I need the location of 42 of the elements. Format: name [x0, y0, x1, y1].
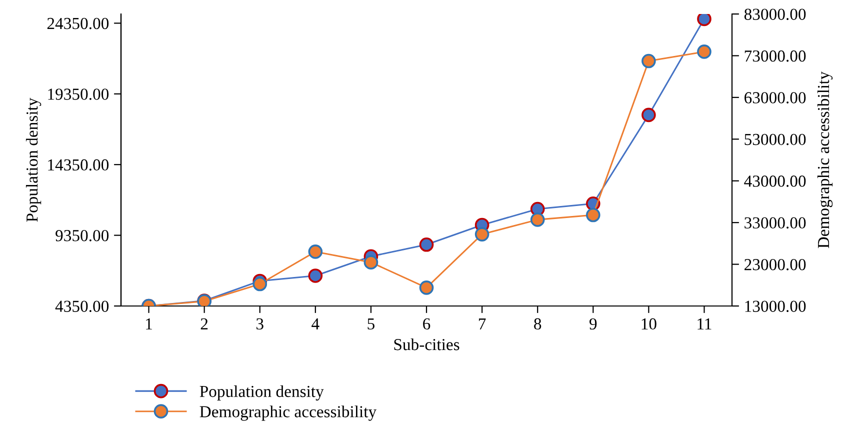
- y2-tick-label: 83000.00: [744, 8, 806, 20]
- x-tick-label: 4: [312, 318, 320, 330]
- legend-label: Demographic accessibility: [200, 406, 377, 421]
- point: [474, 227, 490, 242]
- y-axis-title: Population density: [26, 98, 42, 222]
- point: [308, 268, 323, 283]
- point: [252, 276, 268, 292]
- y2-tick-label: 53000.00: [744, 134, 806, 146]
- point: [642, 54, 656, 68]
- point: [530, 212, 545, 227]
- point: [419, 280, 434, 295]
- y2-tick-label: 13000.00: [745, 300, 806, 312]
- x-tick-label: 3: [256, 318, 264, 330]
- x-axis-title: Sub-cities: [394, 338, 460, 350]
- x-tick-label: 11: [698, 318, 712, 330]
- y2-tick-label: 73000.00: [744, 50, 806, 62]
- point: [364, 255, 378, 270]
- y2-tick-label: 33000.00: [744, 217, 806, 229]
- point: [419, 237, 434, 252]
- x-tick-label: 5: [368, 318, 374, 330]
- point: [642, 108, 656, 122]
- x-tick-label: 7: [478, 318, 486, 330]
- y-tick-label: 4350.00: [55, 300, 109, 312]
- y2-tick-label: 63000.00: [744, 92, 806, 104]
- y-tick-label: 9350.00: [56, 230, 109, 242]
- point: [586, 208, 600, 222]
- x-tick-label: 8: [534, 318, 542, 330]
- point: [697, 44, 712, 59]
- y-tick-label: 14350.00: [48, 159, 109, 171]
- x-tick-label: 10: [642, 318, 656, 330]
- legend-label: Population density: [200, 385, 324, 401]
- y-tick-label: 24350.00: [47, 18, 109, 30]
- x-tick-label: 6: [423, 318, 430, 330]
- point: [308, 244, 323, 259]
- x-tick-label: 9: [590, 318, 597, 330]
- point: [697, 14, 712, 26]
- x-tick-label: 2: [200, 318, 208, 330]
- y2-axis-title: Demographic accessibility: [817, 71, 833, 248]
- y2-tick-label: 43000.00: [744, 176, 806, 187]
- y2-tick-label: 23000.00: [744, 258, 806, 270]
- x-tick-label: 1: [146, 318, 152, 330]
- y-tick-label: 19350.00: [48, 88, 109, 100]
